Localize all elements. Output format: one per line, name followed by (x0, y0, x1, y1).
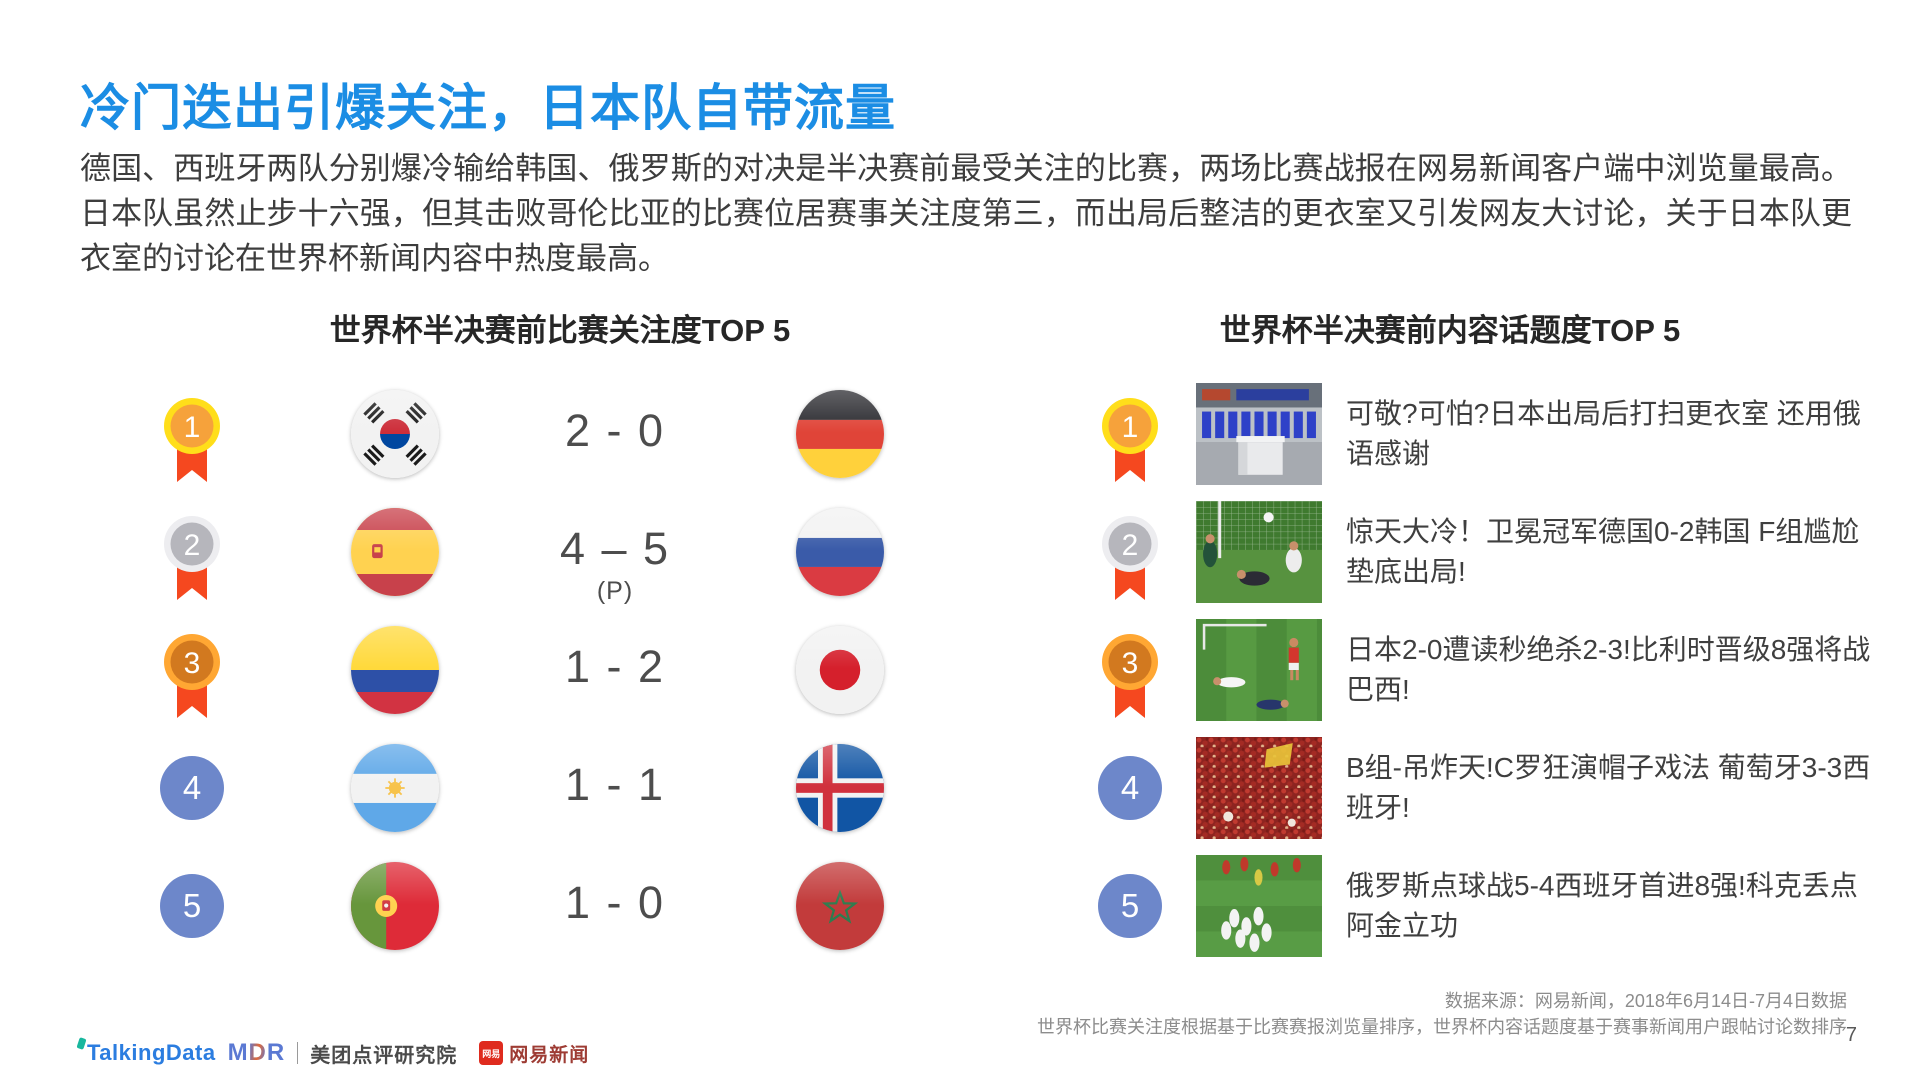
topic-row-2: 2 惊天大冷！卫冕冠军德国0-2韩国 F组尴尬垫底出局! (1060, 493, 1870, 611)
match-row-2: 2 4 – 5 (P) (80, 493, 930, 611)
rank-number: 2 (184, 529, 201, 562)
meituan-dianping-institute-label: 美团点评研究院 (310, 1044, 458, 1067)
score-block: 2 - 0 (440, 375, 790, 493)
match-row-4: 4 1 - 1 (80, 729, 930, 847)
score-block: 1 - 1 (440, 729, 790, 847)
netease-app-icon: 网易 (479, 1041, 504, 1065)
topic-ranking-heading: 世界杯半决赛前内容话题度TOP 5 (1219, 313, 1681, 348)
page-number: 7 (1845, 1024, 1857, 1046)
match-score: 1 - 1 (564, 759, 666, 810)
flag-south-korea-icon (351, 390, 439, 478)
match-row-5: 5 1 - 0 (80, 847, 930, 965)
flag-russia-icon (796, 508, 884, 596)
logo-bar: TalkingData MDR 美团点评研究院 网易 网易新闻 (76, 1037, 589, 1068)
rank-number: 1 (1122, 411, 1139, 444)
talkingdata-tick-icon (76, 1037, 87, 1050)
match-ranking-heading: 世界杯半决赛前比赛关注度TOP 5 (329, 313, 791, 348)
source-line-1: 数据来源：网易新闻，2018年6月14日-7月4日数据 (1444, 991, 1847, 1011)
score-note (440, 459, 790, 487)
topic-row-3: 3 日本2-0遭读秒绝杀2-3!比利时晋级8强将战巴西! (1060, 611, 1870, 729)
red-fans-crowd-photo (1196, 737, 1322, 839)
talkingdata-logo: TalkingData (76, 1037, 216, 1066)
netease-news-label: 网易新闻 (509, 1044, 590, 1066)
score-block: 1 - 2 (440, 611, 790, 729)
rank-number: 2 (1122, 529, 1139, 562)
match-ranking-list: 1 2 - 0 (80, 375, 930, 965)
news-headline: 可敬?可怕?日本出局后打扫更衣室 还用俄语感谢 (1346, 398, 1861, 469)
data-source-note: 数据来源：网易新闻，2018年6月14日-7月4日数据 世界杯比赛关注度根据基于… (1037, 988, 1847, 1040)
news-headline: 俄罗斯点球战5-4西班牙首进8强!科克丢点阿金立功 (1346, 870, 1858, 941)
gold-medal-icon: 1 (1102, 398, 1158, 482)
russia-spain-celebration-photo (1196, 855, 1322, 957)
gold-medal-icon: 1 (164, 398, 220, 482)
match-row-3: 3 1 - 2 (80, 611, 930, 729)
rank-circle: 5 (160, 874, 224, 938)
logo-divider (297, 1042, 299, 1064)
match-row-1: 1 2 - 0 (80, 375, 930, 493)
japan-belgium-photo (1196, 619, 1322, 721)
score-note (440, 931, 790, 959)
rank-circle: 4 (160, 756, 224, 820)
topic-row-1: 1 可敬?可怕?日本出局后打扫更衣室 还用俄语感谢 (1060, 375, 1870, 493)
flag-argentina-icon (351, 744, 439, 832)
topic-row-5: 5 俄罗斯点球战5-4西班牙首进8强!科克丢点阿金立功 (1060, 847, 1870, 965)
mdr-logo-text: MDR (227, 1039, 286, 1066)
source-line-2: 世界杯比赛关注度根据基于比赛赛报浏览量排序，世界杯内容话题度基于赛事新闻用户跟帖… (1037, 1017, 1847, 1037)
rank-number: 1 (184, 411, 201, 444)
score-note: (P) (596, 577, 634, 605)
bronze-medal-icon: 3 (1102, 634, 1158, 718)
bronze-medal-icon: 3 (164, 634, 220, 718)
page-title: 冷门迭出引爆关注，日本队自带流量 (80, 80, 896, 136)
germany-korea-goal-photo (1196, 501, 1322, 603)
news-headline: 日本2-0遭读秒绝杀2-3!比利时晋级8强将战巴西! (1346, 634, 1871, 705)
talkingdata-logo-text: TalkingData (87, 1040, 216, 1065)
silver-medal-icon: 2 (164, 516, 220, 600)
rank-number: 3 (1122, 647, 1139, 680)
flag-iceland-icon (796, 744, 884, 832)
flag-japan-icon (796, 626, 884, 714)
match-score: 1 - 2 (564, 641, 666, 692)
silver-medal-icon: 2 (1102, 516, 1158, 600)
topic-row-4: 4 B组-吊炸天!C罗狂演帽子戏法 葡萄牙3-3西班牙! (1060, 729, 1870, 847)
flag-spain-icon (351, 508, 439, 596)
topic-ranking-list: 1 可敬?可怕?日本出局后打扫更衣室 还用俄语感谢 2 (1060, 375, 1870, 965)
rank-number: 3 (184, 647, 201, 680)
locker-room-photo (1196, 383, 1322, 485)
netease-news-logo: 网易 网易新闻 (479, 1040, 589, 1067)
flag-portugal-icon (351, 862, 439, 950)
score-block: 1 - 0 (440, 847, 790, 965)
match-score: 4 – 5 (559, 523, 671, 574)
rank-circle: 4 (1098, 756, 1162, 820)
flag-germany-icon (796, 390, 884, 478)
score-note (440, 813, 790, 841)
flag-colombia-icon (351, 626, 439, 714)
score-block: 4 – 5 (P) (440, 493, 790, 611)
match-score: 1 - 0 (564, 877, 666, 928)
rank-circle: 5 (1098, 874, 1162, 938)
news-headline: B组-吊炸天!C罗狂演帽子戏法 葡萄牙3-3西班牙! (1346, 752, 1871, 823)
score-note (440, 695, 790, 723)
match-score: 2 - 0 (564, 405, 666, 456)
news-headline: 惊天大冷！卫冕冠军德国0-2韩国 F组尴尬垫底出局! (1346, 516, 1860, 587)
flag-morocco-icon (796, 862, 884, 950)
body-paragraph: 德国、西班牙两队分别爆冷输给韩国、俄罗斯的对决是半决赛前最受关注的比赛，两场比赛… (80, 151, 1852, 276)
